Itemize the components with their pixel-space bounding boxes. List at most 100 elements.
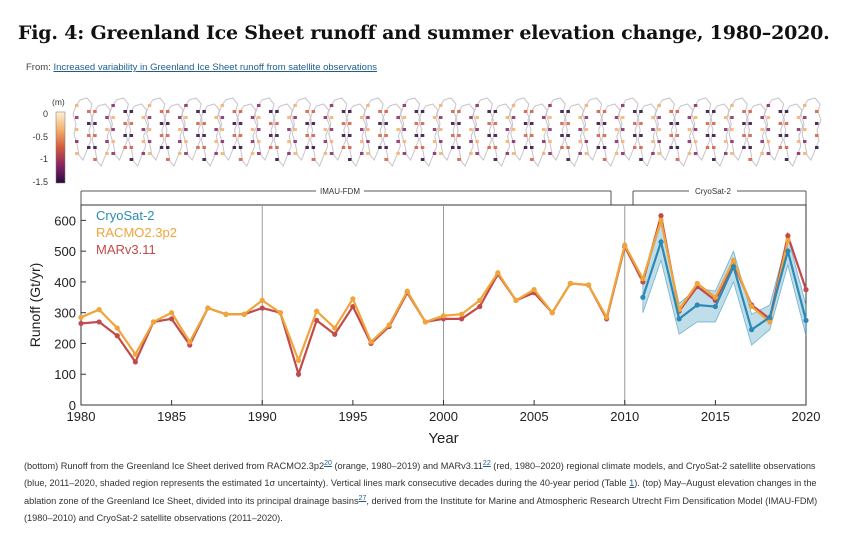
ablation-patch	[275, 158, 279, 161]
caption-table-link[interactable]: 1	[629, 477, 635, 488]
ablation-patch	[396, 128, 400, 131]
year-map	[491, 103, 513, 167]
ablation-patch	[360, 128, 364, 131]
year-map	[654, 97, 676, 161]
ablation-patch	[93, 134, 97, 137]
racmo2-3p2-point	[114, 325, 120, 331]
caption-reference[interactable]: 20	[324, 460, 332, 467]
ablation-patch	[693, 128, 698, 131]
ablation-patch	[384, 110, 388, 113]
ablation-patch	[657, 140, 661, 143]
ablation-patch	[487, 134, 491, 137]
cryosat-2-point	[676, 316, 682, 322]
ablation-patch	[323, 140, 328, 143]
ablation-patch	[803, 128, 807, 131]
ablation-patch	[178, 116, 182, 119]
ablation-patch	[378, 122, 382, 125]
year-map	[527, 103, 549, 167]
ablation-patch	[596, 146, 601, 149]
ablation-patch	[523, 146, 528, 149]
ablation-patch	[105, 128, 109, 131]
racmo2-3p2-point	[604, 314, 610, 320]
ablation-patch	[633, 122, 637, 125]
ablation-patch	[566, 122, 570, 125]
ablation-patch	[457, 122, 461, 125]
ablation-patch	[129, 134, 134, 137]
ablation-patch	[657, 152, 661, 155]
ablation-patch	[93, 122, 97, 125]
greenland-outline	[727, 97, 749, 161]
ablation-patch	[687, 128, 692, 131]
ablation-patch	[651, 116, 655, 119]
ablation-patch	[778, 122, 783, 125]
ablation-patch	[178, 140, 182, 143]
caption-text: ). (top) May–August elevation changes in…	[24, 477, 817, 507]
greenland-outline	[654, 97, 676, 161]
racmo2-3p2-point	[422, 319, 428, 325]
ablation-patch	[220, 140, 225, 143]
ablation-patch	[159, 110, 164, 113]
ablation-patch	[348, 146, 352, 149]
ablation-patch	[341, 110, 346, 113]
ablation-patch	[457, 110, 461, 113]
ablation-patch	[311, 134, 316, 137]
ablation-patch	[602, 134, 607, 137]
ablation-patch	[178, 152, 182, 155]
caption-reference[interactable]: 22	[482, 460, 491, 467]
ablation-patch	[687, 140, 692, 143]
ablation-patch	[257, 116, 261, 119]
ablation-patch	[166, 122, 170, 125]
ablation-patch	[724, 152, 728, 155]
ablation-patch	[493, 110, 498, 113]
cryosat-2-point	[712, 303, 718, 310]
caption-reference[interactable]: 27	[358, 495, 367, 503]
ablation-patch	[396, 116, 400, 119]
ablation-patch	[159, 134, 164, 137]
ablation-patch	[748, 110, 752, 113]
ablation-patch	[657, 128, 661, 131]
year-map	[218, 97, 240, 161]
ablation-patch	[141, 128, 146, 131]
ablation-patch	[396, 140, 400, 143]
ablation-patch	[633, 134, 637, 137]
ablation-patch	[123, 134, 127, 137]
marv3-11-point	[78, 320, 84, 327]
year-map	[727, 97, 749, 161]
ablation-patch	[250, 140, 255, 143]
ablation-patch	[693, 104, 698, 107]
cryosat-2-point	[640, 294, 646, 300]
bracket-label-bg	[316, 186, 364, 196]
ablation-patch	[651, 152, 655, 155]
ablation-patch	[402, 140, 407, 143]
ablation-patch	[384, 146, 388, 149]
ablation-patch	[457, 158, 461, 161]
year-map	[145, 97, 167, 161]
year-map	[327, 97, 349, 161]
ablation-patch	[712, 146, 716, 149]
ablation-patch	[75, 152, 79, 155]
ablation-patch	[584, 104, 589, 107]
greenland-outline	[327, 97, 349, 161]
ablation-patch	[293, 140, 297, 143]
ablation-patch	[493, 122, 498, 125]
greenland-outline	[400, 97, 422, 161]
ablation-patch	[487, 146, 491, 149]
source-article-link[interactable]: Increased variability in Greenland Ice S…	[53, 62, 377, 73]
racmo2-3p2-point	[314, 308, 320, 314]
ablation-patch	[705, 134, 710, 137]
greenland-outline	[108, 97, 130, 161]
imau-fdm-label: IMAU-FDM	[320, 187, 360, 196]
ablation-patch	[451, 146, 455, 149]
greenland-outline	[582, 97, 604, 161]
ablation-patch	[196, 122, 200, 125]
ablation-patch	[159, 146, 164, 149]
ablation-patch	[730, 152, 734, 155]
ablation-patch	[202, 110, 206, 113]
ablation-patch	[451, 122, 455, 125]
ablation-patch	[712, 122, 716, 125]
ablation-patch	[705, 110, 710, 113]
year-map	[199, 103, 221, 167]
ablation-patch	[760, 116, 764, 119]
ablation-patch	[748, 146, 752, 149]
